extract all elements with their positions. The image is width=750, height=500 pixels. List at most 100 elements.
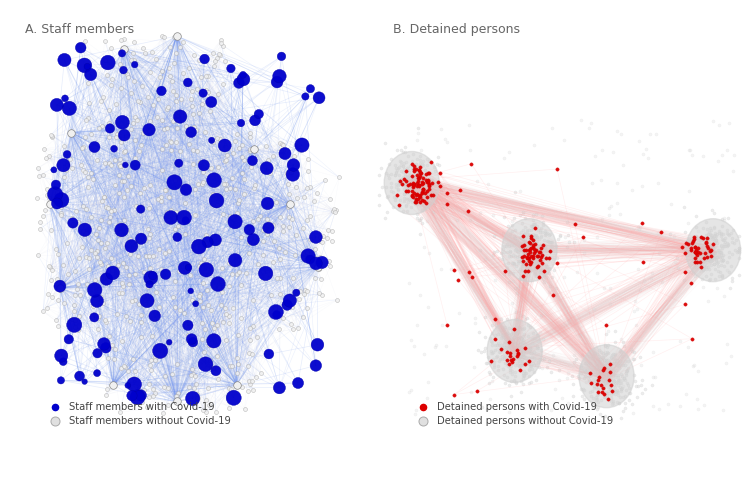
Point	[592, 366, 604, 374]
Point	[250, 373, 262, 381]
Point	[413, 174, 424, 182]
Point	[530, 361, 542, 369]
Point	[506, 259, 518, 267]
Point	[400, 186, 412, 194]
Point	[607, 378, 619, 386]
Point	[510, 348, 522, 356]
Point	[598, 393, 610, 401]
Point	[507, 330, 519, 338]
Point	[230, 136, 242, 144]
Point	[145, 274, 157, 282]
Point	[525, 258, 537, 266]
Point	[716, 151, 728, 159]
Point	[692, 367, 704, 375]
Point	[724, 284, 736, 292]
Point	[704, 257, 716, 265]
Point	[678, 276, 690, 283]
Point	[276, 140, 288, 148]
Point	[598, 362, 610, 370]
Point	[129, 296, 141, 304]
Point	[406, 192, 418, 200]
Point	[723, 268, 735, 276]
Point	[238, 76, 250, 84]
Point	[311, 189, 323, 197]
Point	[77, 202, 89, 209]
Point	[622, 380, 634, 388]
Point	[498, 340, 510, 347]
Point	[120, 312, 132, 320]
Point	[147, 100, 159, 108]
Point	[194, 290, 206, 298]
Point	[95, 292, 107, 300]
Point	[101, 240, 113, 248]
Point	[302, 184, 313, 192]
Point	[376, 183, 388, 191]
Point	[505, 351, 517, 359]
Point	[279, 150, 291, 158]
Point	[171, 392, 183, 400]
Point	[427, 208, 439, 216]
Point	[524, 240, 536, 248]
Point	[514, 228, 526, 236]
Point	[505, 340, 517, 348]
Point	[398, 180, 410, 188]
Point	[395, 175, 407, 183]
Point	[616, 358, 628, 366]
Point	[71, 284, 83, 292]
Point	[379, 214, 391, 222]
Point	[63, 336, 75, 344]
Point	[244, 349, 256, 357]
Point	[609, 338, 621, 346]
Point	[536, 266, 548, 274]
Point	[154, 73, 166, 81]
Point	[534, 228, 546, 236]
Point	[149, 353, 161, 361]
Point	[80, 253, 92, 261]
Point	[596, 360, 608, 368]
Point	[200, 326, 211, 334]
Point	[530, 248, 542, 256]
Point	[698, 152, 709, 160]
Point	[602, 388, 614, 396]
Point	[687, 362, 699, 370]
Point	[513, 362, 525, 370]
Point	[530, 246, 542, 254]
Point	[501, 240, 513, 248]
Point	[591, 381, 603, 389]
Point	[529, 234, 541, 241]
Point	[464, 146, 476, 154]
Point	[198, 162, 210, 170]
Point	[495, 314, 507, 322]
Point	[604, 368, 616, 376]
Point	[385, 184, 397, 192]
Point	[486, 329, 498, 337]
Point	[94, 124, 106, 132]
Point	[708, 254, 720, 262]
Point	[532, 337, 544, 345]
Point	[412, 198, 424, 206]
Point	[700, 248, 712, 256]
Point	[282, 203, 294, 211]
Point	[152, 195, 164, 203]
Point	[599, 348, 611, 356]
Point	[541, 364, 553, 372]
Point	[518, 252, 530, 260]
Point	[545, 238, 557, 246]
Point	[152, 94, 164, 102]
Point	[524, 245, 536, 253]
Point	[578, 386, 590, 394]
Point	[619, 361, 631, 369]
Point	[410, 174, 422, 182]
Point	[722, 340, 734, 348]
Point	[520, 266, 532, 274]
Point	[523, 359, 535, 367]
Point	[435, 188, 447, 196]
Point	[164, 43, 176, 51]
Point	[261, 215, 273, 223]
Point	[689, 258, 701, 266]
Point	[284, 168, 296, 176]
Point	[598, 382, 610, 390]
Point	[142, 94, 154, 102]
Point	[418, 196, 430, 203]
Point	[126, 392, 138, 400]
